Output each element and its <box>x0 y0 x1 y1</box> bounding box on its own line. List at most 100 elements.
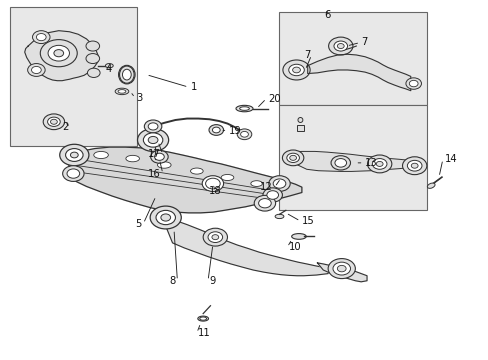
Text: 14: 14 <box>444 154 456 164</box>
Circle shape <box>54 50 63 57</box>
Circle shape <box>205 178 220 189</box>
Circle shape <box>402 157 426 175</box>
Text: 10: 10 <box>288 242 301 252</box>
Circle shape <box>86 54 100 64</box>
Circle shape <box>283 60 309 80</box>
Circle shape <box>266 191 278 199</box>
Text: 18: 18 <box>208 186 221 197</box>
Circle shape <box>268 176 289 192</box>
Circle shape <box>32 31 50 44</box>
Circle shape <box>40 40 77 67</box>
Circle shape <box>333 41 347 51</box>
Circle shape <box>328 37 352 55</box>
Ellipse shape <box>157 162 171 168</box>
Circle shape <box>282 150 303 166</box>
Circle shape <box>150 150 168 163</box>
Text: 20: 20 <box>267 94 280 104</box>
Text: 7: 7 <box>303 50 309 60</box>
Text: 3: 3 <box>136 93 142 103</box>
Circle shape <box>148 136 158 144</box>
Ellipse shape <box>275 214 284 219</box>
Circle shape <box>207 232 222 243</box>
Circle shape <box>28 64 45 76</box>
Circle shape <box>408 80 417 87</box>
Circle shape <box>87 68 100 77</box>
Circle shape <box>212 127 220 133</box>
Ellipse shape <box>119 66 134 83</box>
FancyBboxPatch shape <box>10 7 136 146</box>
Text: 11: 11 <box>198 328 211 338</box>
Circle shape <box>237 129 251 140</box>
Circle shape <box>50 119 57 124</box>
Ellipse shape <box>427 183 434 188</box>
Polygon shape <box>307 54 410 91</box>
Circle shape <box>70 152 78 158</box>
Bar <box>296 125 304 131</box>
Text: 4: 4 <box>106 64 112 74</box>
Circle shape <box>48 45 69 61</box>
Text: 2: 2 <box>62 122 68 132</box>
Circle shape <box>240 131 248 137</box>
Circle shape <box>202 176 223 192</box>
Circle shape <box>273 179 285 188</box>
Circle shape <box>67 169 80 178</box>
Circle shape <box>327 258 355 279</box>
Ellipse shape <box>236 105 252 112</box>
Text: 13: 13 <box>365 158 377 168</box>
Text: 17: 17 <box>148 149 161 159</box>
Circle shape <box>86 41 100 51</box>
Circle shape <box>148 123 158 130</box>
FancyBboxPatch shape <box>278 105 426 210</box>
Circle shape <box>60 144 89 166</box>
Circle shape <box>410 163 417 168</box>
Ellipse shape <box>250 181 262 186</box>
Circle shape <box>288 64 304 76</box>
Circle shape <box>254 195 275 211</box>
Polygon shape <box>25 31 99 81</box>
Text: 5: 5 <box>135 219 141 229</box>
Circle shape <box>203 228 227 246</box>
Circle shape <box>330 156 350 170</box>
Text: 9: 9 <box>209 276 215 286</box>
FancyBboxPatch shape <box>278 12 426 105</box>
Ellipse shape <box>105 64 113 68</box>
Circle shape <box>208 125 223 135</box>
Circle shape <box>263 188 282 202</box>
Ellipse shape <box>198 316 208 321</box>
Circle shape <box>137 129 168 152</box>
Text: 6: 6 <box>324 10 330 20</box>
Circle shape <box>258 199 271 208</box>
Polygon shape <box>162 216 327 276</box>
Text: 12: 12 <box>260 182 272 192</box>
Circle shape <box>62 166 84 181</box>
Circle shape <box>65 149 83 161</box>
Ellipse shape <box>190 168 203 174</box>
Ellipse shape <box>94 152 108 158</box>
Circle shape <box>337 44 344 49</box>
Circle shape <box>161 214 170 221</box>
Circle shape <box>334 158 346 167</box>
Ellipse shape <box>291 234 305 239</box>
Text: 15: 15 <box>301 216 314 226</box>
Circle shape <box>289 156 296 160</box>
Circle shape <box>156 210 175 225</box>
Text: 19: 19 <box>228 126 241 136</box>
Circle shape <box>332 262 350 275</box>
Circle shape <box>36 33 46 41</box>
Polygon shape <box>317 263 366 282</box>
Text: 1: 1 <box>191 82 197 92</box>
Ellipse shape <box>200 317 206 320</box>
Circle shape <box>31 66 41 73</box>
Circle shape <box>375 161 382 166</box>
Text: 8: 8 <box>169 276 175 286</box>
Circle shape <box>407 160 421 171</box>
Circle shape <box>143 133 163 147</box>
Circle shape <box>154 153 164 160</box>
Circle shape <box>43 114 64 130</box>
Polygon shape <box>68 147 301 213</box>
Ellipse shape <box>239 107 249 111</box>
Circle shape <box>292 67 300 73</box>
Circle shape <box>286 153 299 162</box>
Circle shape <box>372 158 386 169</box>
Circle shape <box>405 78 421 89</box>
